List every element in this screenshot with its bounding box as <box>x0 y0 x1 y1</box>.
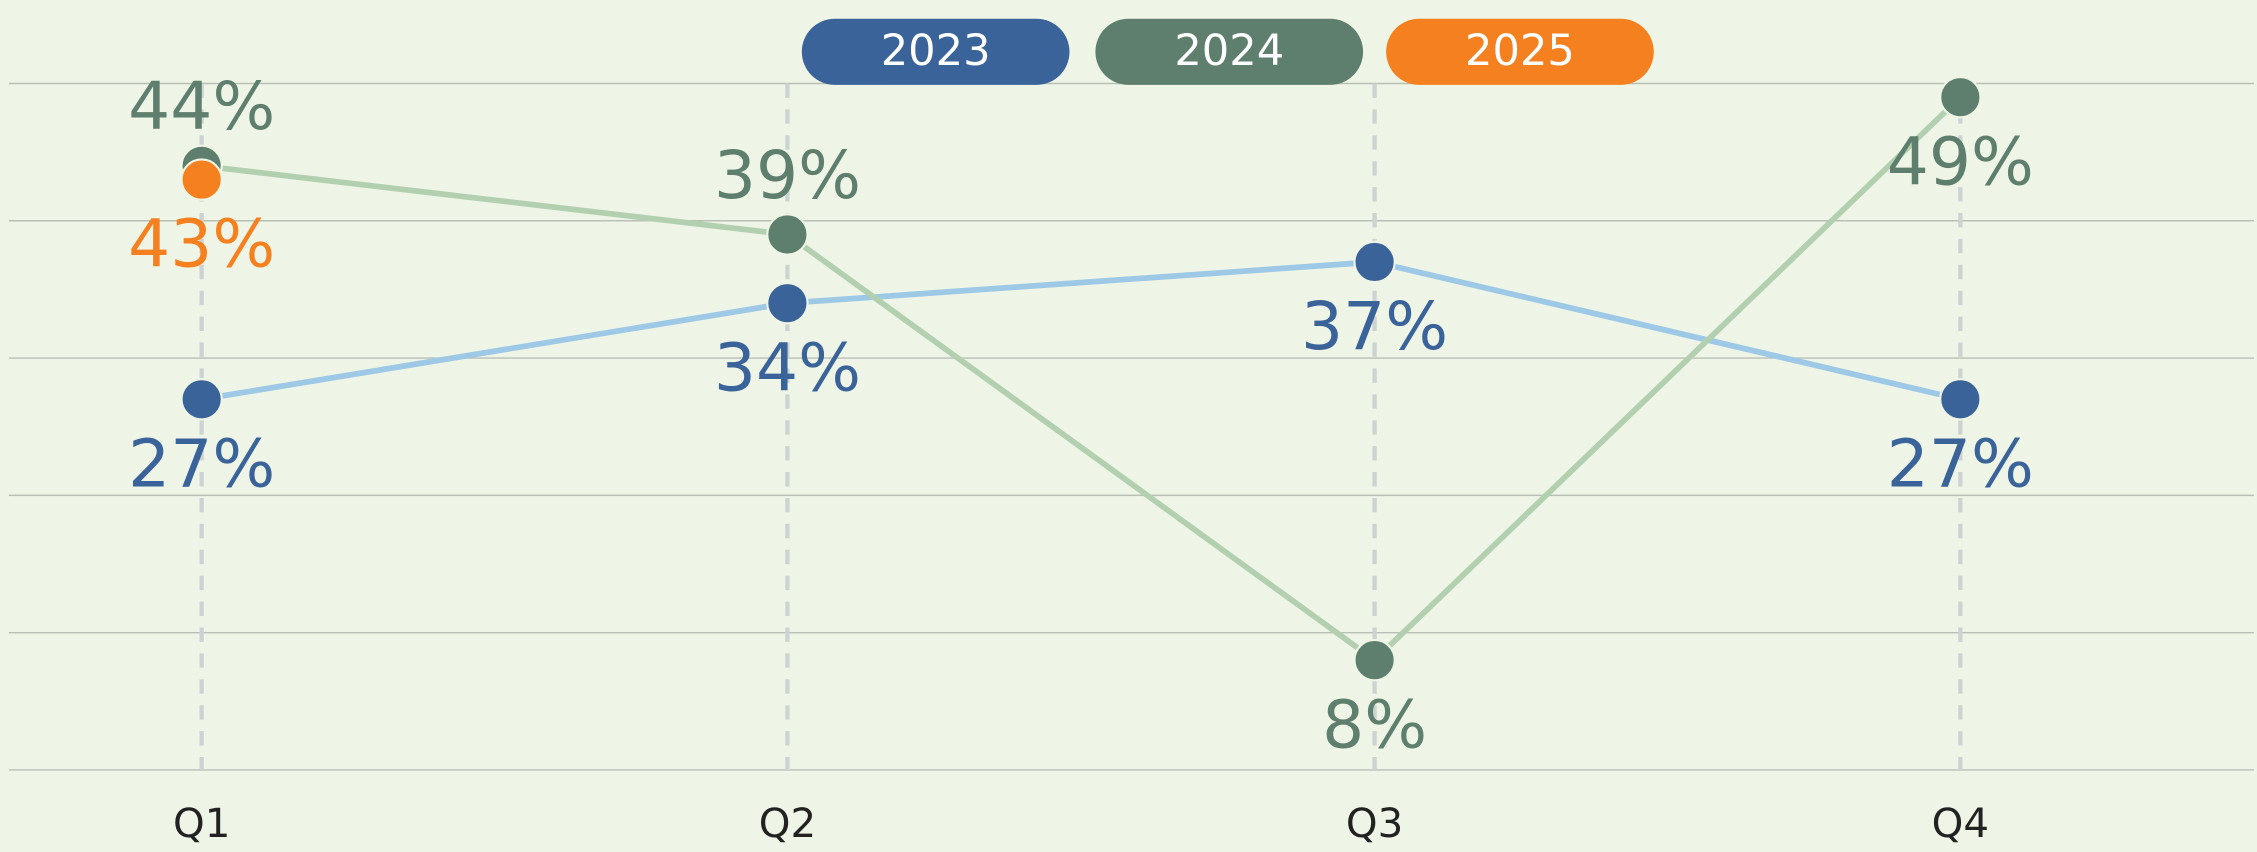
x-tick-label: Q1 <box>173 800 230 847</box>
x-tick-label: Q3 <box>1346 800 1403 847</box>
data-label: 27% <box>1887 425 2034 502</box>
data-point <box>180 378 223 421</box>
data-label: 49% <box>1887 123 2034 200</box>
data-point <box>766 213 809 256</box>
legend-pill[interactable] <box>1386 18 1654 85</box>
data-point <box>1939 378 1982 421</box>
series-line <box>201 95 1963 664</box>
data-label: 27% <box>128 425 275 502</box>
data-point <box>1353 240 1396 284</box>
legend-item[interactable]: 2025 <box>1386 18 1654 85</box>
legend-label[interactable]: 2024 <box>1174 26 1284 76</box>
data-label: 37% <box>1301 288 1448 365</box>
data-point <box>1939 75 1982 119</box>
x-tick-label: Q4 <box>1932 800 1989 847</box>
x-tick-label: Q2 <box>759 800 816 847</box>
data-label: 8% <box>1322 686 1427 763</box>
data-label: 34% <box>714 329 861 406</box>
legend-pill[interactable] <box>1095 18 1364 85</box>
legend-label[interactable]: 2025 <box>1465 26 1575 76</box>
data-point <box>766 281 809 325</box>
data-label: 43% <box>128 206 275 283</box>
data-point <box>180 158 223 201</box>
legend-item[interactable]: 2024 <box>1095 18 1364 85</box>
data-label: 44% <box>128 68 275 145</box>
data-label: 39% <box>714 137 861 214</box>
legend-pill[interactable] <box>801 18 1070 85</box>
legend-item[interactable]: 2023 <box>801 18 1070 85</box>
data-point <box>1353 638 1396 682</box>
legend-label[interactable]: 2023 <box>881 26 991 76</box>
series-line <box>201 259 1962 403</box>
